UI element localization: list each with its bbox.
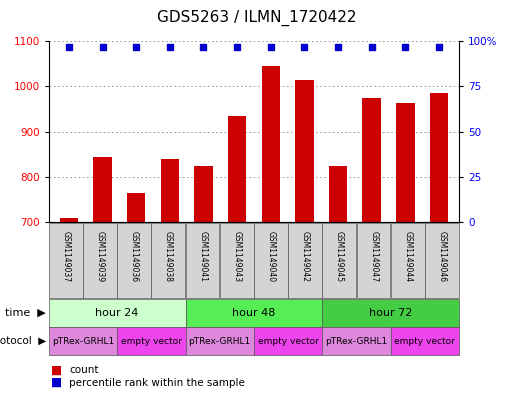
Text: protocol  ▶: protocol ▶ — [0, 336, 46, 346]
Bar — [254, 223, 288, 298]
Bar — [322, 327, 391, 355]
Bar — [391, 223, 425, 298]
Bar — [186, 299, 322, 327]
Text: hour 24: hour 24 — [95, 308, 139, 318]
Bar — [391, 327, 459, 355]
Bar — [186, 223, 220, 298]
Bar — [117, 223, 151, 298]
Bar — [161, 159, 179, 222]
Bar — [396, 103, 415, 222]
Bar — [357, 223, 390, 298]
Bar — [220, 223, 253, 298]
Bar — [254, 327, 322, 355]
Text: percentile rank within the sample: percentile rank within the sample — [69, 378, 245, 388]
Text: GSM1149040: GSM1149040 — [267, 231, 275, 282]
Bar — [127, 193, 146, 222]
Text: GSM1149044: GSM1149044 — [403, 231, 412, 282]
Text: hour 48: hour 48 — [232, 308, 275, 318]
Bar — [60, 217, 78, 222]
Text: GDS5263 / ILMN_1720422: GDS5263 / ILMN_1720422 — [157, 9, 356, 26]
Text: ■: ■ — [51, 364, 63, 377]
Bar — [49, 223, 83, 298]
Text: GSM1149043: GSM1149043 — [232, 231, 241, 282]
Bar — [322, 223, 356, 298]
Text: count: count — [69, 365, 99, 375]
Text: pTRex-GRHL1: pTRex-GRHL1 — [52, 337, 114, 345]
Bar — [362, 98, 381, 222]
Text: empty vector: empty vector — [258, 337, 319, 345]
Text: GSM1149041: GSM1149041 — [198, 231, 207, 282]
Text: GSM1149036: GSM1149036 — [130, 231, 139, 282]
Text: GSM1149045: GSM1149045 — [335, 231, 344, 282]
Text: hour 72: hour 72 — [369, 308, 412, 318]
Text: ■: ■ — [51, 376, 63, 389]
Bar — [49, 327, 117, 355]
Text: GSM1149037: GSM1149037 — [62, 231, 70, 282]
Text: empty vector: empty vector — [394, 337, 456, 345]
Text: GSM1149038: GSM1149038 — [164, 231, 173, 282]
Bar — [288, 223, 322, 298]
Bar — [295, 80, 313, 222]
Text: empty vector: empty vector — [121, 337, 182, 345]
Bar — [83, 223, 117, 298]
Bar — [430, 93, 448, 222]
Bar — [93, 156, 112, 222]
Bar — [49, 299, 186, 327]
Text: GSM1149046: GSM1149046 — [438, 231, 446, 282]
Text: time  ▶: time ▶ — [6, 308, 46, 318]
Bar — [262, 66, 280, 222]
Bar — [117, 327, 186, 355]
Bar — [186, 327, 254, 355]
Text: GSM1149039: GSM1149039 — [95, 231, 105, 282]
Bar — [322, 299, 459, 327]
Bar — [194, 165, 213, 222]
Bar — [228, 116, 246, 222]
Bar — [425, 223, 459, 298]
Text: pTRex-GRHL1: pTRex-GRHL1 — [189, 337, 251, 345]
Bar — [151, 223, 185, 298]
Text: GSM1149042: GSM1149042 — [301, 231, 310, 282]
Text: pTRex-GRHL1: pTRex-GRHL1 — [325, 337, 388, 345]
Bar — [329, 165, 347, 222]
Text: GSM1149047: GSM1149047 — [369, 231, 378, 282]
